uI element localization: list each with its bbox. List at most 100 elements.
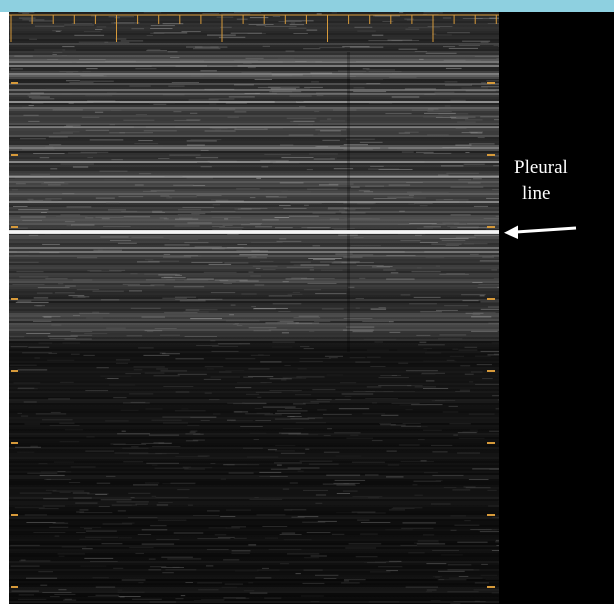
speckle — [312, 245, 321, 247]
speckle — [247, 257, 267, 259]
speckle — [290, 22, 296, 24]
speckle — [95, 29, 103, 30]
speckle — [360, 522, 391, 523]
speckle — [448, 47, 478, 49]
speckle — [62, 49, 76, 51]
speckle — [282, 488, 290, 490]
speckle — [70, 334, 93, 336]
speckle — [260, 382, 272, 383]
speckle — [39, 474, 65, 476]
speckle — [90, 561, 118, 562]
speckle — [53, 461, 75, 463]
speckle — [423, 12, 443, 14]
speckle — [141, 316, 165, 318]
speckle — [227, 419, 236, 421]
speckle — [64, 125, 73, 127]
speckle — [312, 389, 336, 391]
speckle — [348, 543, 382, 545]
speckle — [270, 161, 276, 163]
speckle — [175, 296, 197, 298]
speckle — [45, 198, 62, 200]
speckle — [85, 536, 119, 538]
speckle — [72, 166, 89, 168]
speckle — [494, 119, 499, 121]
speckle — [134, 184, 144, 186]
speckle — [282, 428, 304, 429]
speckle — [413, 296, 441, 298]
speckle — [282, 61, 316, 63]
speckle — [81, 116, 100, 118]
speckle — [70, 331, 93, 332]
speckle — [162, 572, 174, 574]
speckle — [444, 305, 469, 307]
speckle — [476, 364, 492, 366]
speckle — [164, 312, 198, 314]
speckle — [185, 433, 201, 435]
annotation-line-1: Pleural — [514, 157, 568, 178]
speckle — [149, 102, 175, 104]
speckle — [316, 92, 348, 94]
speckle — [322, 61, 356, 62]
speckle — [279, 205, 291, 207]
speckle — [183, 255, 199, 257]
speckle — [236, 188, 260, 190]
speckle — [473, 589, 499, 591]
speckle — [353, 91, 387, 93]
speckle — [326, 474, 361, 476]
speckle — [431, 224, 446, 226]
speckle — [58, 589, 67, 591]
speckle — [226, 509, 251, 511]
speckle — [39, 157, 50, 159]
speckle — [468, 479, 489, 480]
speckle — [144, 372, 165, 374]
speckle — [30, 173, 50, 175]
speckle — [193, 515, 219, 516]
speckle — [480, 350, 499, 352]
speckle — [343, 144, 368, 146]
speckle — [460, 365, 471, 367]
speckle — [121, 430, 126, 432]
speckle — [111, 110, 122, 111]
speckle — [288, 433, 309, 435]
speckle — [421, 372, 445, 374]
speckle — [116, 501, 149, 503]
speckle — [51, 324, 62, 326]
speckle — [303, 289, 322, 291]
speckle — [52, 109, 83, 111]
speckle — [264, 153, 291, 155]
speckle — [487, 489, 497, 491]
speckle — [118, 196, 144, 198]
speckle — [52, 30, 62, 32]
speckle — [52, 490, 85, 492]
speckle — [427, 134, 449, 136]
speckle — [291, 516, 305, 518]
speckle — [331, 227, 355, 229]
speckle — [92, 290, 124, 292]
speckle — [255, 420, 271, 421]
speckle — [458, 179, 471, 181]
speckle — [458, 349, 478, 351]
left-border — [0, 12, 9, 604]
speckle — [432, 451, 448, 453]
speckle — [254, 408, 262, 409]
speckle — [225, 370, 245, 372]
speckle — [443, 46, 456, 48]
speckle — [469, 429, 478, 431]
speckle — [61, 546, 87, 548]
speckle — [130, 273, 138, 275]
speckle — [55, 30, 61, 32]
speckle — [355, 361, 371, 363]
speckle — [343, 318, 373, 319]
speckle — [423, 388, 449, 389]
speckle — [198, 589, 219, 591]
speckle — [281, 157, 314, 159]
speckle — [241, 224, 261, 226]
speckle — [300, 346, 310, 348]
speckle — [262, 45, 270, 47]
speckle — [287, 293, 303, 295]
speckle — [333, 109, 357, 111]
speckle — [485, 579, 499, 580]
speckle — [251, 250, 268, 252]
speckle — [9, 227, 28, 229]
speckle — [283, 377, 307, 379]
